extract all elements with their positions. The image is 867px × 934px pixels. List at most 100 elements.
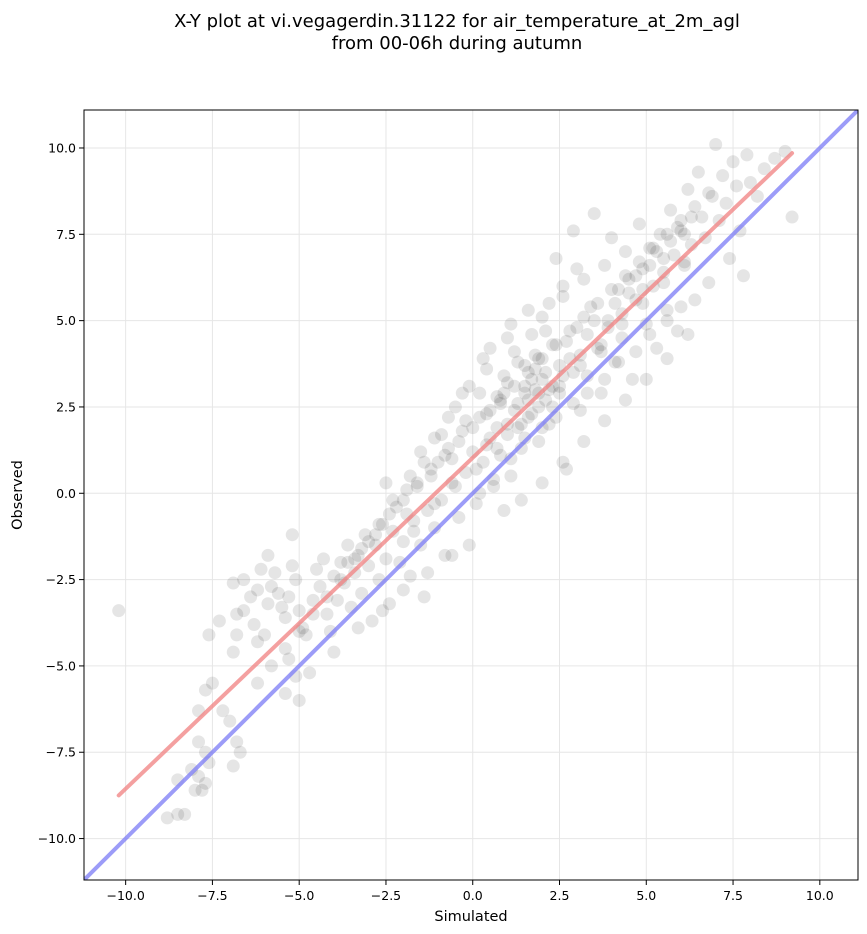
scatter-point (198, 683, 212, 697)
scatter-point (504, 317, 518, 331)
scatter-point (559, 462, 573, 476)
scatter-point (539, 365, 553, 379)
scatter-point (264, 580, 278, 594)
scatter-point (278, 642, 292, 656)
scatter-point (316, 552, 330, 566)
scatter-point (726, 155, 740, 169)
scatter-point (539, 393, 553, 407)
scatter-point (452, 510, 466, 524)
scatter-point (566, 396, 580, 410)
scatter-point (490, 390, 504, 404)
scatter-point (379, 476, 393, 490)
x-tick-label: −5.0 (284, 888, 314, 903)
scatter-point (292, 693, 306, 707)
scatter-point (278, 687, 292, 701)
scatter-point (320, 607, 334, 621)
scatter-point (310, 562, 324, 576)
scatter-point (577, 272, 591, 286)
scatter-point (549, 338, 563, 352)
scatter-point (188, 783, 202, 797)
x-tick-label: −7.5 (197, 888, 227, 903)
scatter-point (483, 403, 497, 417)
scatter-point (622, 272, 636, 286)
scatter-point (257, 628, 271, 642)
y-axis: −10.0 −7.5 −5.0 −2.5 0.0 2.5 5.0 7.5 10.0 (38, 140, 84, 846)
scatter-point (261, 548, 275, 562)
scatter-point (178, 807, 192, 821)
scatter-point (400, 483, 414, 497)
scatter-point (282, 652, 296, 666)
y-tick-label: 0.0 (56, 486, 76, 501)
scatter-point (480, 407, 494, 421)
scatter-point (553, 386, 567, 400)
scatter-point (570, 321, 584, 335)
scatter-point (705, 189, 719, 203)
scatter-point (636, 262, 650, 276)
x-tick-label: −10.0 (106, 888, 144, 903)
scatter-point (553, 359, 567, 373)
scatter-point (292, 604, 306, 618)
scatter-point (695, 210, 709, 224)
scatter-point (709, 138, 723, 152)
scatter-point (664, 234, 678, 248)
scatter-point (570, 262, 584, 276)
scatter-point (750, 189, 764, 203)
scatter-point (598, 258, 612, 272)
scatter-point (525, 372, 539, 386)
scatter-point (448, 479, 462, 493)
scatter-point (362, 535, 376, 549)
scatter-point (303, 666, 317, 680)
reference-lines (84, 110, 858, 880)
scatter-point (514, 417, 528, 431)
scatter-point (535, 476, 549, 490)
identity-line (84, 110, 858, 880)
scatter-point (671, 220, 685, 234)
scatter-point (230, 628, 244, 642)
scatter-point (674, 213, 688, 227)
scatter-point (490, 441, 504, 455)
scatter-point (500, 428, 514, 442)
scatter-point (237, 573, 251, 587)
scatter-point (535, 421, 549, 435)
scatter-point (598, 414, 612, 428)
scatter-point (625, 372, 639, 386)
scatter-point (223, 714, 237, 728)
scatter-point (396, 493, 410, 507)
x-axis: −10.0 −7.5 −5.0 −2.5 0.0 2.5 5.0 7.5 10.0 (106, 880, 834, 903)
scatter-point (660, 227, 674, 241)
scatter-point (445, 548, 459, 562)
scatter-point (487, 479, 501, 493)
scatter-point (251, 635, 265, 649)
scatter-point (535, 352, 549, 366)
scatter-point (282, 590, 296, 604)
scatter-point (233, 745, 247, 759)
scatter-point (455, 386, 469, 400)
scatter-point (688, 200, 702, 214)
scatter-point (441, 410, 455, 424)
scatter-point (379, 552, 393, 566)
scatter-point (632, 217, 646, 231)
x-tick-label: 10.0 (806, 888, 834, 903)
scatter-point (323, 624, 337, 638)
scatter-point (518, 379, 532, 393)
scatter-point (542, 296, 556, 310)
scatter-point (382, 597, 396, 611)
scatter-point (494, 396, 508, 410)
scatter-point (511, 421, 525, 435)
scatter-point (580, 327, 594, 341)
scatter-point (674, 300, 688, 314)
scatter-point (528, 362, 542, 376)
scatter-point (327, 569, 341, 583)
scatter-point (677, 227, 691, 241)
scatter-point (341, 555, 355, 569)
x-tick-label: −2.5 (371, 888, 401, 903)
y-tick-label: 2.5 (56, 399, 76, 414)
scatter-point (511, 396, 525, 410)
scatter-point (618, 269, 632, 283)
scatter-point (469, 497, 483, 511)
fit-line (116, 151, 795, 798)
scatter-point (618, 245, 632, 259)
scatter-point (389, 500, 403, 514)
